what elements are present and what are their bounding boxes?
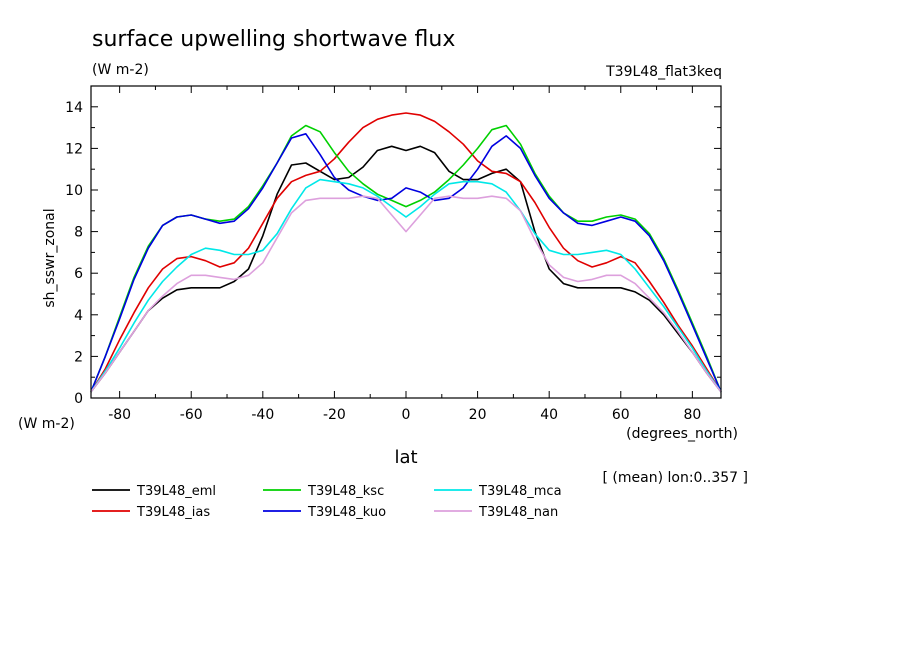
series-line-T39L48_eml <box>90 145 722 393</box>
y-tick-label: 10 <box>65 183 83 199</box>
x-tick-label: 0 <box>402 407 411 423</box>
x-tick-label: -60 <box>180 407 203 423</box>
y-tick-label: 8 <box>74 225 83 241</box>
legend-label-T39L48_eml: T39L48_eml <box>136 484 216 499</box>
chart-units: (W m-2) <box>92 62 149 78</box>
plot-frame <box>90 85 722 399</box>
x-tick-label: 20 <box>469 407 487 423</box>
y-tick-label: 14 <box>65 100 83 116</box>
legend-label-T39L48_nan: T39L48_nan <box>478 505 558 520</box>
legend-label-T39L48_ksc: T39L48_ksc <box>307 484 384 499</box>
legend-label-T39L48_mca: T39L48_mca <box>478 484 562 499</box>
plot-lines <box>90 112 722 393</box>
x-tick-label: -40 <box>251 407 274 423</box>
chart-title: surface upwelling shortwave flux <box>92 27 455 52</box>
legend-label-T39L48_ias: T39L48_ias <box>136 505 210 520</box>
series-line-T39L48_mca <box>90 178 722 393</box>
x-tick-label: 80 <box>683 407 701 423</box>
mean-note: [ (mean) lon:0..357 ] <box>603 470 748 486</box>
y-tick-label: 2 <box>74 349 83 365</box>
legend-label-T39L48_kuo: T39L48_kuo <box>307 505 386 520</box>
y-tick-label: 6 <box>74 266 83 282</box>
y-axis-units: (W m-2) <box>18 416 75 432</box>
axes: 0 2 4 6 8 10 12 14 -80 -60 -40 -20 0 20 40 60 80 <box>65 86 721 423</box>
y-tick-label: 0 <box>74 391 83 407</box>
y-tick-label: 4 <box>74 308 83 324</box>
series-line-T39L48_nan <box>90 195 722 393</box>
x-tick-label: -80 <box>108 407 131 423</box>
series-line-T39L48_ias <box>90 112 722 393</box>
legend: T39L48_eml T39L48_ias T39L48_ksc T39L48_kuo… <box>92 484 562 520</box>
x-tick-label: -20 <box>323 407 346 423</box>
x-tick-label: 60 <box>612 407 630 423</box>
experiment-label: T39L48_flat3keq <box>605 64 722 80</box>
series-line-T39L48_kuo <box>90 133 722 393</box>
y-tick-label: 12 <box>65 141 83 157</box>
x-axis-units: (degrees_north) <box>626 426 738 442</box>
x-tick-label: 40 <box>540 407 558 423</box>
x-axis-label: lat <box>394 447 417 468</box>
y-axis-label: sh_sswr_zonal <box>42 208 58 307</box>
